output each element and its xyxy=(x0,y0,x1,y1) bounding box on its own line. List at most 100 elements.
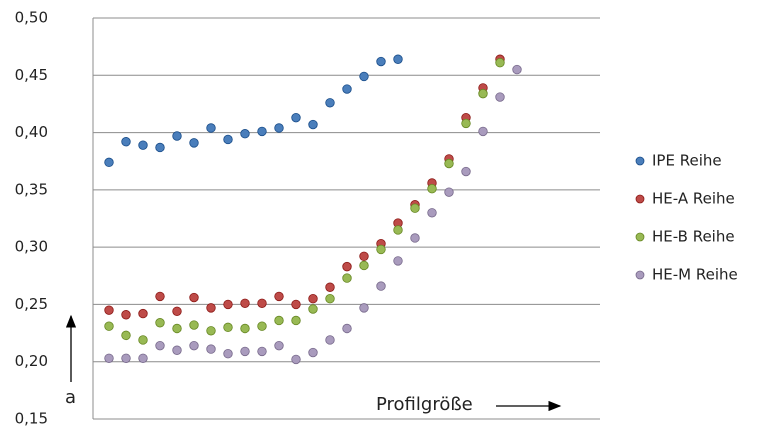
data-point xyxy=(189,138,199,148)
data-point xyxy=(444,187,454,197)
data-point xyxy=(359,260,369,271)
data-point xyxy=(495,92,505,102)
data-point xyxy=(444,158,454,169)
data-point xyxy=(189,292,199,303)
data-point xyxy=(274,291,284,302)
data-point xyxy=(376,244,386,255)
data-point xyxy=(342,323,352,334)
data-point xyxy=(138,353,148,363)
data-point xyxy=(206,344,216,354)
data-point xyxy=(172,306,182,317)
data-point xyxy=(461,166,471,177)
data-point xyxy=(342,273,352,283)
data-point xyxy=(410,233,420,243)
data-point xyxy=(206,303,216,313)
data-point xyxy=(240,129,250,139)
data-point xyxy=(155,318,165,328)
data-point xyxy=(240,323,250,334)
data-point xyxy=(121,310,131,320)
data-point xyxy=(478,88,488,99)
data-point xyxy=(155,142,165,153)
data-point xyxy=(512,64,522,75)
data-point xyxy=(104,305,114,315)
legend-label: HE-A Reihe xyxy=(652,190,735,208)
data-point xyxy=(104,353,114,363)
data-point xyxy=(376,56,386,67)
x-annotation: Profilgröße xyxy=(376,394,473,415)
data-point xyxy=(172,131,182,141)
data-point xyxy=(274,315,284,326)
data-point xyxy=(240,346,250,357)
data-point xyxy=(138,140,148,150)
data-point xyxy=(223,348,233,359)
data-point xyxy=(427,208,437,218)
data-point xyxy=(308,304,318,314)
data-point xyxy=(393,225,403,235)
data-point xyxy=(223,322,233,333)
data-point xyxy=(121,137,131,147)
data-point xyxy=(478,126,488,137)
data-point xyxy=(376,281,386,291)
data-point xyxy=(257,126,267,137)
y-tick-label: 0,45 xyxy=(15,66,48,84)
data-point xyxy=(342,84,352,94)
data-point xyxy=(325,98,335,108)
legend-marker xyxy=(635,270,645,280)
data-point xyxy=(308,347,318,358)
legend-label: HE-B Reihe xyxy=(652,228,735,246)
data-point xyxy=(240,298,250,308)
y-tick-label: 0,40 xyxy=(15,123,48,141)
data-point xyxy=(206,123,216,133)
data-point xyxy=(257,298,267,308)
data-point xyxy=(189,320,199,330)
data-point xyxy=(121,330,131,341)
y-annotation: a xyxy=(65,387,76,408)
data-point xyxy=(172,323,182,334)
data-point xyxy=(410,203,420,213)
y-tick-label: 0,30 xyxy=(15,238,48,256)
y-tick-label: 0,50 xyxy=(15,9,48,27)
data-point xyxy=(257,321,267,331)
data-point xyxy=(308,294,318,304)
data-point xyxy=(495,57,505,68)
legend-marker xyxy=(635,156,645,166)
data-point xyxy=(155,340,165,351)
data-point xyxy=(342,261,352,272)
data-point xyxy=(461,118,471,129)
data-point xyxy=(104,157,114,168)
data-point xyxy=(325,335,335,345)
y-tick-label: 0,15 xyxy=(15,410,48,428)
legend-label: IPE Reihe xyxy=(652,152,722,170)
data-point xyxy=(393,256,403,266)
y-tick-label: 0,25 xyxy=(15,295,48,313)
data-point xyxy=(291,315,301,326)
data-point xyxy=(274,340,284,351)
data-point xyxy=(359,251,369,262)
legend-marker xyxy=(635,232,645,242)
data-point xyxy=(172,345,182,355)
data-point xyxy=(291,299,301,310)
data-point xyxy=(427,184,437,194)
legend-label: HE-M Reihe xyxy=(652,266,738,284)
data-point xyxy=(325,282,335,292)
data-point xyxy=(393,54,403,64)
y-tick-label: 0,35 xyxy=(15,180,48,198)
data-point xyxy=(155,291,165,302)
data-point xyxy=(308,119,318,130)
data-point xyxy=(223,134,233,145)
data-point xyxy=(359,71,369,82)
data-point xyxy=(274,123,284,133)
data-point xyxy=(291,354,301,365)
data-point xyxy=(121,353,131,363)
data-point xyxy=(138,335,148,345)
data-point xyxy=(189,340,199,351)
data-point xyxy=(291,112,301,123)
data-point xyxy=(359,303,369,313)
data-point xyxy=(138,308,148,319)
data-point xyxy=(206,326,216,336)
data-point xyxy=(223,299,233,310)
legend-marker xyxy=(635,194,645,204)
data-point xyxy=(257,346,267,357)
data-point xyxy=(325,294,335,304)
